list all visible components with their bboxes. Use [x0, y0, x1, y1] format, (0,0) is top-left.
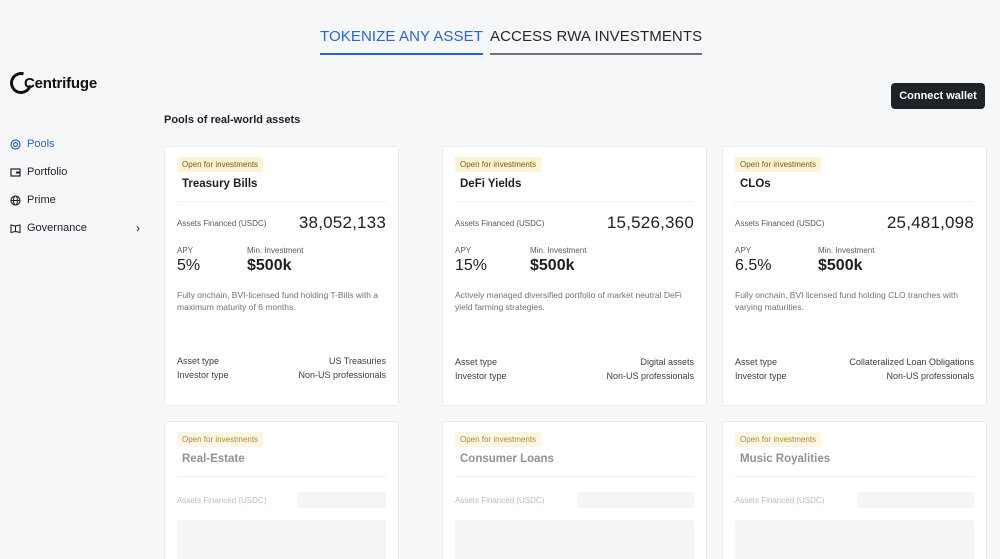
- centrifuge-logo[interactable]: Centrifuge: [5, 67, 98, 99]
- pool-name: Music Royalities: [740, 453, 831, 465]
- divider: [177, 201, 386, 202]
- assets-financed-label: Assets Financed (USDC): [735, 219, 825, 228]
- assets-financed-label: Assets Financed (USDC): [177, 496, 267, 505]
- pool-card-consumer-loans[interactable]: Open for investments Consumer Loans Asse…: [442, 421, 707, 559]
- divider: [455, 201, 694, 202]
- assets-financed-label: Assets Financed (USDC): [455, 496, 545, 505]
- chevron-right-icon: ›: [136, 221, 140, 235]
- min-investment-value: $500k: [818, 257, 863, 274]
- pool-description: Actively managed diversified portfolio o…: [455, 290, 682, 312]
- pool-card-defi-yields[interactable]: Open for investments DeFi Yields Assets …: [442, 146, 707, 406]
- apy-label: APY: [455, 246, 472, 255]
- apy-label: APY: [177, 246, 194, 255]
- pool-name: Real-Estate: [182, 453, 245, 465]
- assets-financed-value: 38,052,133: [298, 213, 386, 232]
- asset-type-value: Digital assets: [640, 357, 694, 367]
- status-badge: Open for investments: [735, 432, 822, 447]
- book-icon: [10, 223, 21, 234]
- globe-icon: [10, 194, 21, 206]
- pool-name: Consumer Loans: [460, 453, 554, 465]
- investor-type-label: Investor type: [735, 371, 787, 381]
- sidebar-item-portfolio[interactable]: Portfolio: [10, 158, 140, 186]
- status-badge: Open for investments: [177, 432, 264, 447]
- investor-type-row: Investor type Non-US professionals: [177, 370, 386, 380]
- pool-description: Fully onchain, BVI licensed fund holding…: [735, 290, 959, 312]
- asset-type-value: US Treasuries: [328, 356, 386, 366]
- assets-financed-value: 15,526,360: [606, 213, 694, 232]
- divider: [177, 476, 386, 477]
- min-investment-value: $500k: [530, 257, 575, 274]
- sidebar-item-governance[interactable]: Governance ›: [10, 214, 140, 242]
- apy-value: 15%: [455, 257, 488, 274]
- investor-type-value: Non-US professionals: [298, 370, 386, 380]
- divider: [735, 201, 974, 202]
- asset-type-row: Asset type Digital assets: [455, 357, 694, 367]
- sidebar-item-label: Prime: [27, 194, 56, 206]
- connect-wallet-button[interactable]: Connect wallet: [891, 83, 985, 109]
- sidebar-item-label: Portfolio: [27, 166, 68, 178]
- status-badge: Open for investments: [735, 157, 822, 172]
- pool-card-treasury-bills[interactable]: Open for investments Treasury Bills Asse…: [164, 146, 399, 406]
- asset-type-row: Asset type Collateralized Loan Obligatio…: [735, 357, 974, 367]
- investor-type-value: Non-US professionals: [606, 371, 694, 381]
- loading-placeholder: [297, 492, 386, 508]
- min-investment-label: Min. Investment: [247, 246, 304, 255]
- loading-placeholder: [177, 520, 386, 559]
- investor-type-label: Investor type: [455, 371, 507, 381]
- assets-financed-value: 25,481,098: [886, 213, 974, 232]
- tab-access-rwa-investments[interactable]: ACCESS RWA INVESTMENTS: [490, 28, 703, 55]
- asset-type-label: Asset type: [735, 357, 778, 367]
- sidebar-item-label: Governance: [27, 222, 87, 234]
- assets-financed-label: Assets Financed (USDC): [455, 219, 545, 228]
- loading-placeholder: [857, 492, 974, 508]
- asset-type-row: Asset type US Treasuries: [177, 356, 386, 366]
- sidebar-item-prime[interactable]: Prime: [10, 186, 140, 214]
- divider: [735, 476, 974, 477]
- portfolio-icon: [10, 167, 21, 178]
- pool-card-real-estate[interactable]: Open for investments Real-Estate Assets …: [164, 421, 399, 559]
- divider: [455, 476, 694, 477]
- pool-name: CLOs: [740, 178, 771, 190]
- sidebar-item-label: Pools: [27, 138, 55, 150]
- loading-placeholder: [455, 520, 694, 559]
- status-badge: Open for investments: [455, 157, 542, 172]
- investor-type-value: Non-US professionals: [886, 371, 974, 381]
- status-badge: Open for investments: [455, 432, 542, 447]
- pool-card-clos[interactable]: Open for investments CLOs Assets Finance…: [722, 146, 987, 406]
- sidebar-item-pools[interactable]: Pools: [10, 130, 140, 158]
- pool-description: Fully onchain, BVI-licensed fund holding…: [177, 290, 379, 312]
- assets-financed-label: Assets Financed (USDC): [735, 496, 825, 505]
- status-badge: Open for investments: [177, 157, 264, 172]
- investor-type-label: Investor type: [177, 370, 229, 380]
- apy-value: 6.5%: [735, 257, 772, 274]
- pool-name: DeFi Yields: [460, 178, 522, 190]
- min-investment-label: Min. Investment: [818, 246, 875, 255]
- investor-type-row: Investor type Non-US professionals: [455, 371, 694, 381]
- tab-tokenize-any-asset[interactable]: TOKENIZE ANY ASSET: [320, 28, 483, 55]
- assets-financed-label: Assets Financed (USDC): [177, 219, 267, 228]
- asset-type-label: Asset type: [177, 356, 220, 366]
- asset-type-label: Asset type: [455, 357, 498, 367]
- pool-name: Treasury Bills: [182, 178, 258, 190]
- apy-value: 5%: [177, 257, 201, 274]
- pool-card-music-royalities[interactable]: Open for investments Music Royalities As…: [722, 421, 987, 559]
- apy-label: APY: [735, 246, 752, 255]
- asset-type-value: Collateralized Loan Obligations: [849, 357, 974, 367]
- investor-type-row: Investor type Non-US professionals: [735, 371, 974, 381]
- loading-placeholder: [577, 492, 694, 508]
- section-title: Pools of real-world assets: [164, 114, 301, 126]
- pools-icon: [10, 138, 21, 150]
- sidebar: Pools Portfolio Prime Governance ›: [10, 130, 140, 242]
- loading-placeholder: [735, 520, 974, 559]
- min-investment-label: Min. Investment: [530, 246, 587, 255]
- centrifuge-logo-icon: [5, 67, 37, 99]
- logo-text: Centrifuge: [24, 74, 98, 92]
- min-investment-value: $500k: [247, 257, 292, 274]
